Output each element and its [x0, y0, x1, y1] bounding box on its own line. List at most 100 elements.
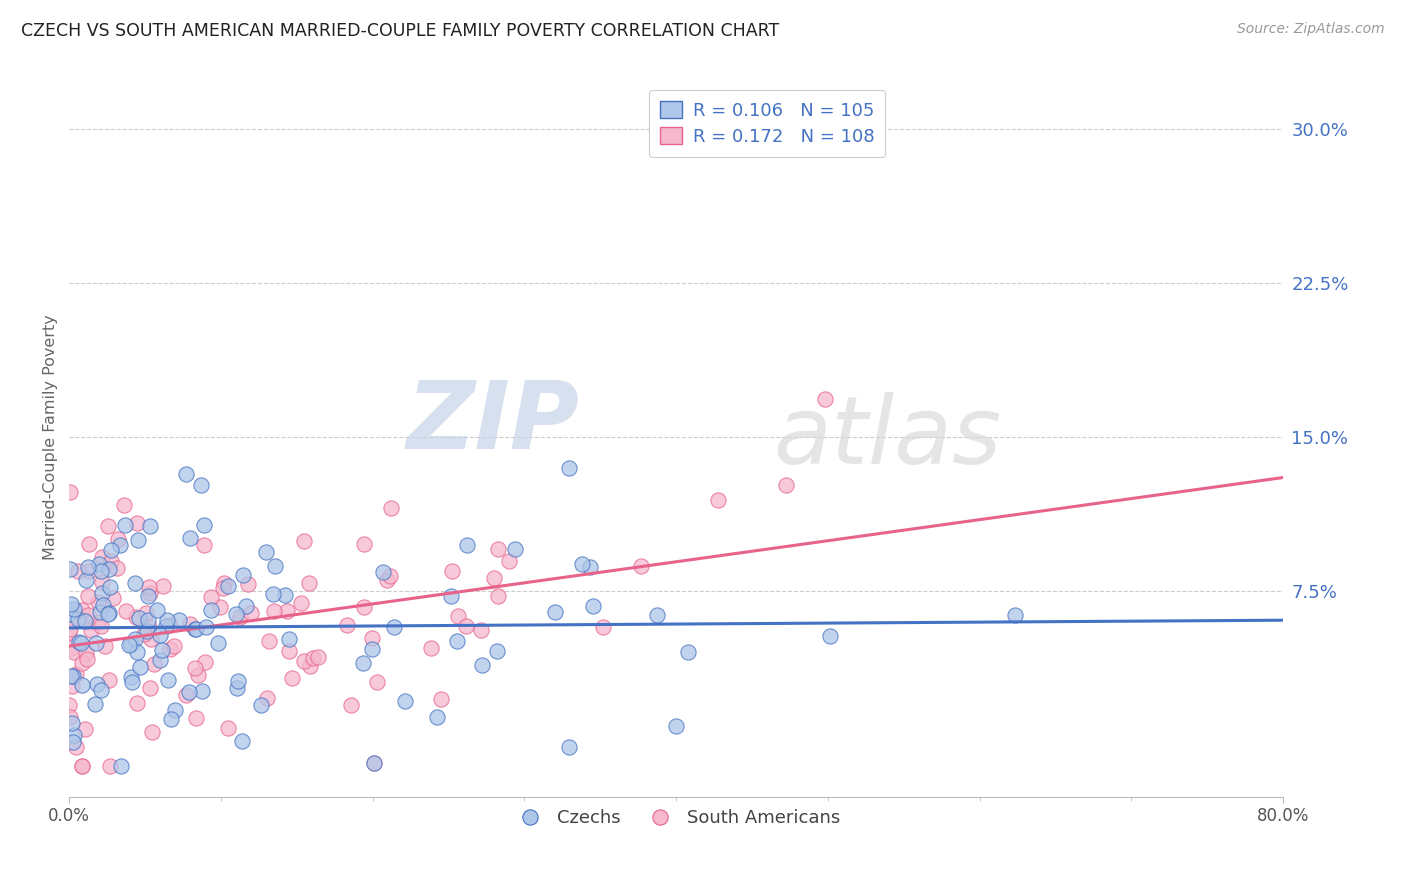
Point [120, 637, 142, 651]
Point [58, 698, 80, 712]
Point [132, 627, 155, 641]
Point [128, 611, 150, 625]
Point [212, 581, 235, 595]
Legend: Czechs, South Americans: Czechs, South Americans [505, 802, 848, 835]
Point [179, 685, 201, 699]
Point [676, 645, 699, 659]
Point [125, 516, 148, 531]
Point [77, 564, 100, 578]
Point [278, 644, 301, 658]
Point [70, 636, 93, 650]
Point [69, 634, 91, 648]
Point [76, 590, 98, 604]
Point [225, 607, 247, 621]
Point [456, 537, 478, 551]
Point [363, 756, 385, 770]
Point [65, 667, 87, 681]
Point [250, 698, 273, 713]
Point [136, 590, 159, 604]
Point [66, 612, 89, 626]
Point [127, 696, 149, 710]
Point [101, 591, 124, 605]
Point [440, 564, 463, 578]
Point [84, 636, 107, 650]
Point [146, 603, 169, 617]
Point [91, 549, 114, 564]
Point [124, 575, 146, 590]
Point [482, 571, 505, 585]
Point [179, 617, 201, 632]
Point [70, 656, 93, 670]
Point [77, 560, 100, 574]
Point [184, 622, 207, 636]
Point [90, 575, 112, 590]
Point [138, 580, 160, 594]
Point [90, 586, 112, 600]
Point [105, 561, 128, 575]
Point [87, 615, 110, 630]
Point [228, 609, 250, 624]
Point [707, 492, 730, 507]
Point [98, 580, 121, 594]
Point [83, 697, 105, 711]
Point [112, 498, 135, 512]
Text: atlas: atlas [773, 392, 1001, 483]
Point [200, 590, 222, 604]
Point [73, 613, 96, 627]
Point [582, 599, 605, 614]
Point [124, 632, 146, 646]
Point [446, 633, 468, 648]
Point [86, 595, 108, 609]
Point [65, 740, 87, 755]
Point [75, 614, 97, 628]
Point [90, 564, 112, 578]
Point [820, 629, 842, 643]
Point [353, 537, 375, 551]
Point [336, 618, 359, 632]
Point [60, 679, 83, 693]
Point [592, 620, 614, 634]
Point [193, 538, 215, 552]
Point [366, 674, 388, 689]
Point [363, 756, 385, 771]
Point [163, 703, 186, 717]
Point [59, 561, 82, 575]
Point [217, 721, 239, 735]
Point [159, 641, 181, 656]
Point [187, 667, 209, 681]
Point [97, 518, 120, 533]
Point [114, 604, 136, 618]
Point [156, 613, 179, 627]
Point [141, 632, 163, 646]
Point [775, 478, 797, 492]
Point [378, 569, 401, 583]
Y-axis label: Married-Couple Family Poverty: Married-Couple Family Poverty [44, 314, 58, 560]
Point [63, 728, 86, 742]
Point [72, 759, 94, 773]
Point [498, 554, 520, 568]
Point [558, 739, 581, 754]
Point [59, 485, 82, 500]
Point [470, 623, 492, 637]
Point [59, 710, 82, 724]
Point [70, 603, 93, 617]
Point [503, 541, 526, 556]
Point [232, 567, 254, 582]
Point [340, 698, 363, 712]
Point [236, 577, 259, 591]
Point [301, 651, 323, 665]
Point [167, 613, 190, 627]
Point [190, 478, 212, 492]
Point [129, 659, 152, 673]
Point [90, 682, 112, 697]
Point [200, 603, 222, 617]
Point [382, 620, 405, 634]
Point [239, 606, 262, 620]
Point [118, 638, 141, 652]
Point [63, 645, 86, 659]
Point [150, 642, 173, 657]
Point [217, 579, 239, 593]
Point [76, 652, 98, 666]
Point [86, 676, 108, 690]
Point [257, 634, 280, 648]
